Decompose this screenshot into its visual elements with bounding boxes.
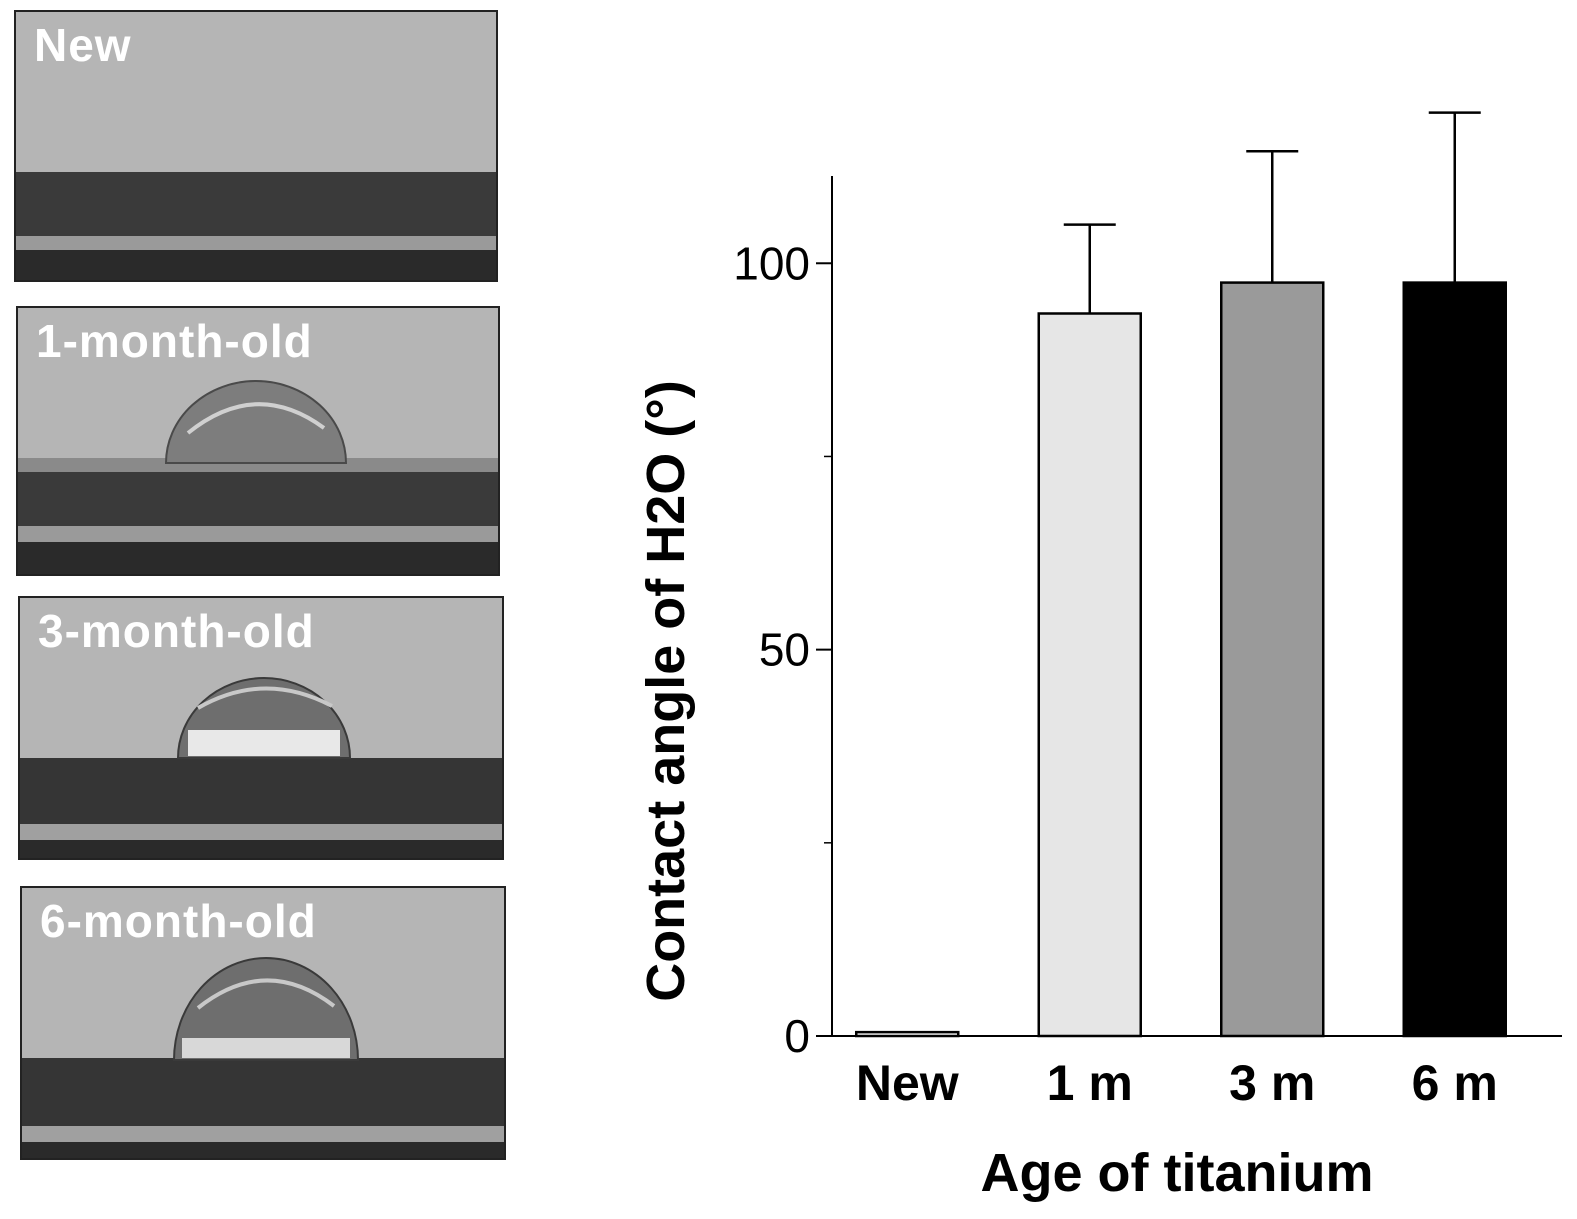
chart-bars: [855, 281, 1507, 1038]
photo-label: 1-month-old: [36, 315, 313, 367]
photo-new: New: [14, 10, 498, 282]
bar-3-m: [1220, 281, 1325, 1038]
y-tick-label: 50: [759, 624, 810, 676]
y-axis-title: Contact angle of H2O (°): [636, 380, 696, 1002]
photo-1-month: 1-month-old: [16, 306, 500, 576]
photo-label: 3-month-old: [38, 605, 315, 657]
x-tick-label: 3 m: [1229, 1055, 1315, 1111]
droplet-image: [20, 598, 502, 858]
photo-3-month: 3-month-old: [18, 596, 504, 860]
bar-6-m: [1402, 281, 1507, 1038]
chart-error-bars: [1063, 111, 1481, 314]
droplet-image: [22, 888, 504, 1158]
surface-image: [16, 12, 496, 280]
contact-angle-bar-chart: 0 50 100 New 1 m 3 m 6 m Age of titanium Conta…: [636, 111, 1562, 1203]
y-tick-label: 0: [784, 1010, 810, 1062]
chart-axes: 0 50 100 New 1 m 3 m 6 m: [733, 176, 1562, 1111]
bar-new: [855, 1030, 960, 1038]
x-tick-label: New: [856, 1055, 959, 1111]
photo-6-month: 6-month-old: [20, 886, 506, 1160]
y-tick-label: 100: [733, 237, 810, 289]
x-tick-label: 6 m: [1412, 1055, 1498, 1111]
bar-1-m: [1037, 312, 1142, 1038]
x-axis-title: Age of titanium: [981, 1143, 1374, 1203]
x-tick-label: 1 m: [1047, 1055, 1133, 1111]
droplet-image: [18, 308, 498, 574]
photo-label: New: [34, 19, 132, 71]
photo-label: 6-month-old: [40, 895, 317, 947]
